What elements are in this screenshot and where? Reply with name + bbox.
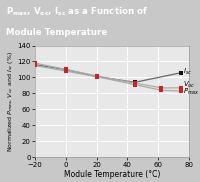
Point	[64, 70, 67, 73]
Point	[64, 68, 67, 71]
Text: $P_{max}$: $P_{max}$	[183, 87, 200, 97]
Point	[160, 86, 163, 89]
Point	[33, 63, 37, 66]
Point	[95, 74, 98, 77]
Point	[33, 64, 37, 67]
Y-axis label: Normalized $P_{max}$, $V_{oc}$ and $I_{sc}$ (%): Normalized $P_{max}$, $V_{oc}$ and $I_{s…	[6, 51, 15, 152]
Point	[134, 81, 137, 84]
Point	[160, 89, 163, 92]
Point	[180, 86, 183, 89]
Text: Module Temperature: Module Temperature	[6, 28, 107, 37]
Point	[134, 82, 137, 84]
Point	[134, 83, 137, 86]
Point	[180, 71, 183, 74]
Point	[180, 90, 183, 92]
Point	[64, 68, 67, 71]
Text: $I_{sc}$: $I_{sc}$	[183, 67, 192, 77]
X-axis label: Module Temperature (°C): Module Temperature (°C)	[64, 170, 160, 179]
Point	[95, 75, 98, 78]
Point	[33, 62, 37, 65]
Point	[95, 75, 98, 78]
Text: $\mathbf{P_{max}}$, $\mathbf{V_{oc}}$, $\mathbf{I_{sc}}$ as a Function of: $\mathbf{P_{max}}$, $\mathbf{V_{oc}}$, $…	[6, 5, 148, 18]
Text: $V_{oc}$: $V_{oc}$	[183, 80, 195, 90]
